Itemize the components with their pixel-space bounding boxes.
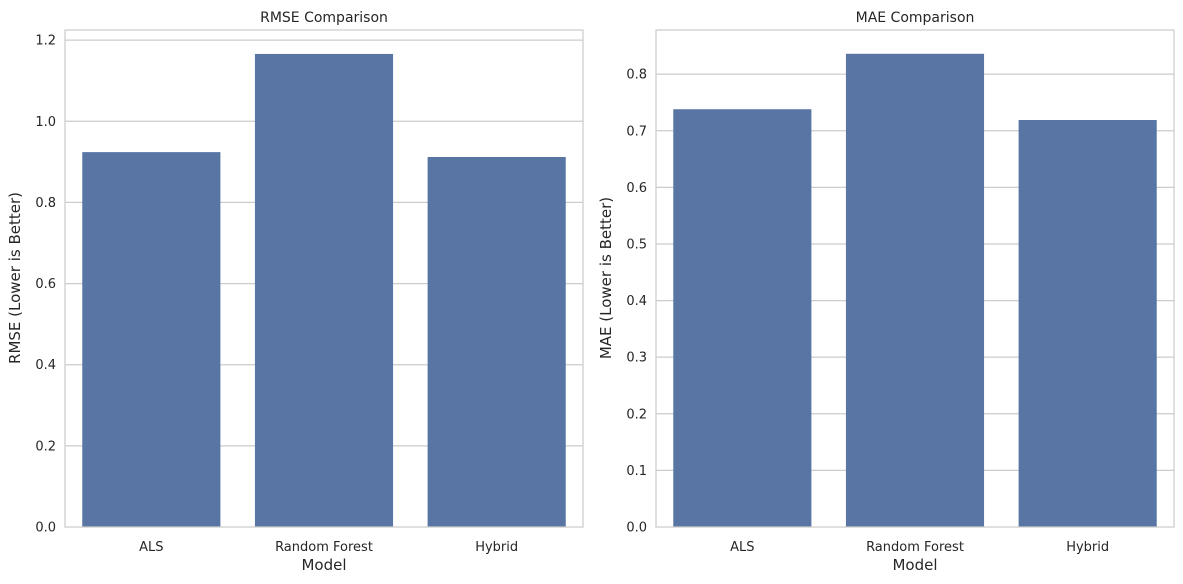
mae-x-tick-label: Hybrid [1066,540,1109,555]
rmse-x-ticks: ALS Random Forest Hybrid [139,540,518,555]
rmse-y-tick-label: 0.2 [35,439,56,454]
rmse-plot-frame [64,29,584,528]
rmse-y-tick-label: 1.2 [35,34,56,49]
rmse-y-tick-label: 0.4 [35,358,56,373]
mae-y-tick-label: 0.1 [626,464,647,479]
rmse-x-tick-label: Random Forest [275,540,373,555]
mae-x-tick-label: ALS [730,540,754,555]
rmse-x-axis-label: Model [301,556,346,574]
rmse-y-axis-label: RMSE (Lower is Better) [6,192,24,364]
rmse-y-tick-label: 1.0 [35,115,56,130]
rmse-y-tick-label: 0.8 [35,196,56,211]
rmse-bar-als [82,152,221,527]
mae-y-tick-label: 0.5 [626,237,647,252]
rmse-bar-random-forest [254,53,394,528]
mae-y-axis-label: MAE (Lower is Better) [597,197,615,359]
mae-bar-als [673,109,812,527]
mae-y-tick-label: 0.6 [626,181,647,196]
mae-y-tick-label: 0.2 [626,407,647,422]
mae-x-tick-label: Random Forest [866,540,964,555]
mae-y-tick-label: 0.4 [626,294,647,309]
rmse-bars [82,53,566,528]
mae-y-tick-label: 0.8 [626,68,647,83]
rmse-y-tick-label: 0.6 [35,277,56,292]
rmse-x-tick-label: Hybrid [475,540,518,555]
mae-y-tick-label: 0.7 [626,124,647,139]
mae-bars [673,53,1157,528]
mae-y-ticks: 0.0 0.1 0.2 0.3 0.4 0.5 0.6 0.7 0.8 [626,68,647,536]
mae-chart: 0.0 0.1 0.2 0.3 0.4 0.5 0.6 0.7 0.8 ALS Random Fo… [597,10,1175,574]
rmse-y-tick-label: 0.0 [35,521,56,536]
mae-bar-hybrid [1018,120,1157,527]
rmse-y-ticks: 0.0 0.2 0.4 0.6 0.8 1.0 1.2 [35,34,56,536]
mae-y-tick-label: 0.3 [626,351,647,366]
rmse-bar-hybrid [427,156,566,527]
rmse-chart: 0.0 0.2 0.4 0.6 0.8 1.0 1.2 ALS Random Forest Hy… [6,10,584,574]
mae-bar-random-forest [845,53,985,528]
mae-chart-title: MAE Comparison [856,10,975,26]
rmse-chart-title: RMSE Comparison [260,10,388,26]
mae-x-ticks: ALS Random Forest Hybrid [730,540,1109,555]
mae-y-tick-label: 0.0 [626,521,647,536]
rmse-x-tick-label: ALS [139,540,163,555]
mae-x-axis-label: Model [892,556,937,574]
mae-plot-frame [655,29,1175,528]
